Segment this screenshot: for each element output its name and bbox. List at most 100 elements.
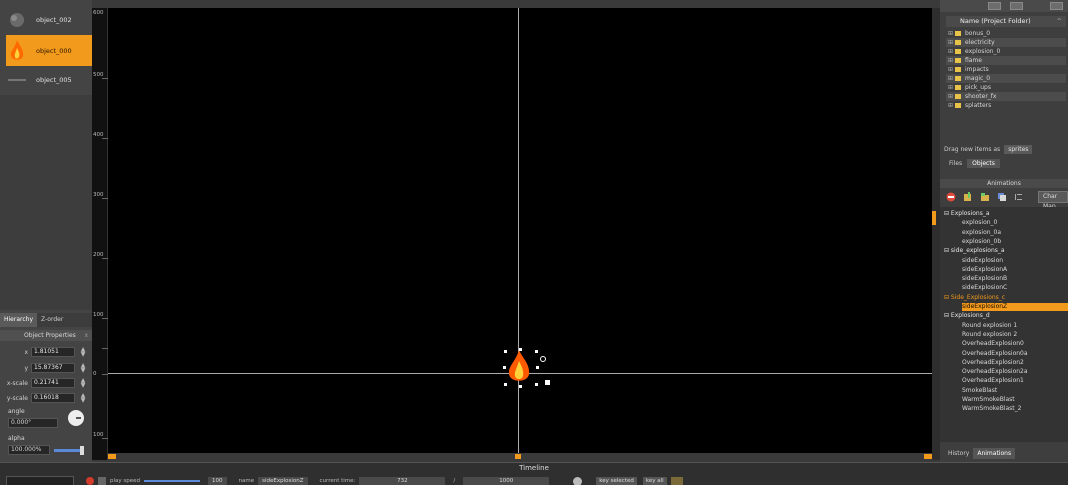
pivot-handle[interactable] — [545, 380, 550, 385]
selection-handle[interactable] — [535, 350, 538, 353]
tab-history[interactable]: History — [948, 450, 970, 457]
scrollbar-thumb[interactable] — [108, 454, 116, 459]
folder-item[interactable]: ⊞ shooter_fx — [946, 92, 1066, 101]
spinner-icon[interactable]: ▲ ▼ — [80, 392, 86, 404]
folder-item[interactable]: ⊞ impacts — [946, 65, 1066, 74]
animation-item[interactable]: OverheadExplosion1 — [962, 377, 1024, 385]
prop-xscale-field[interactable]: 0.21741 — [31, 378, 75, 388]
selection-handle[interactable] — [535, 383, 538, 386]
expand-icon[interactable]: ⊞ — [948, 39, 954, 46]
duplicate-icon[interactable] — [995, 190, 1008, 203]
list-icon[interactable] — [1012, 190, 1025, 203]
object-item-005[interactable]: object_005 — [6, 66, 92, 94]
folder-item[interactable]: ⊞ bonus_0 — [946, 29, 1066, 38]
folder-item[interactable]: ⊞ magic_0 — [946, 74, 1066, 83]
expand-icon[interactable]: ⊞ — [948, 48, 954, 55]
add-folder-icon[interactable] — [978, 190, 991, 203]
play-speed-field[interactable]: 100 — [208, 477, 227, 485]
expand-icon[interactable]: ⊞ — [948, 30, 954, 37]
toolbar-button[interactable] — [1050, 2, 1063, 10]
expand-icon[interactable]: ⊞ — [948, 102, 954, 109]
animation-item[interactable]: sideExplosionZ — [962, 303, 1068, 311]
animation-item[interactable]: explosion_0b — [962, 237, 1002, 245]
spinner-icon[interactable]: ▲ ▼ — [80, 346, 86, 358]
tab-objects[interactable]: Objects — [967, 159, 1000, 168]
total-time-field[interactable]: 1000 — [463, 477, 550, 485]
folder-item[interactable]: ⊞ explosion_0 — [946, 47, 1066, 56]
prop-alpha-field[interactable]: 100.000% — [8, 445, 50, 455]
play-speed-slider[interactable] — [144, 480, 201, 482]
animation-item[interactable]: explosion_0a — [962, 228, 1002, 236]
char-map-button[interactable]: Char Map — [1038, 191, 1068, 210]
object-item-002[interactable]: object_002 — [6, 6, 92, 34]
selection-handle[interactable] — [503, 366, 506, 369]
toolbar-button[interactable] — [988, 2, 1001, 10]
selection-handle[interactable] — [519, 348, 522, 351]
selection-handle[interactable] — [504, 350, 507, 353]
prop-yscale-field[interactable]: 0.16018 — [31, 393, 75, 403]
animation-item[interactable]: sideExplosion — [962, 256, 1004, 264]
spinner-icon[interactable]: ▲ ▼ — [80, 377, 86, 389]
prop-x-field[interactable]: 1.81051 — [31, 347, 75, 357]
selection-handle[interactable] — [536, 366, 539, 369]
animation-group[interactable]: ⊟ side_explosions_a — [944, 247, 1005, 255]
canvas-vertical-scrollbar[interactable] — [932, 8, 940, 460]
current-time-field[interactable]: 732 — [359, 477, 446, 485]
folder-item[interactable]: ⊞ splatters — [946, 101, 1066, 110]
expand-icon[interactable]: ⊞ — [948, 84, 954, 91]
prop-angle-field[interactable]: 0.000° — [8, 418, 58, 428]
loop-icon[interactable] — [98, 477, 106, 485]
folder-item[interactable]: ⊞ pick_ups — [946, 83, 1066, 92]
record-icon[interactable] — [86, 477, 94, 485]
tab-hierarchy[interactable]: Hierarchy — [0, 313, 38, 327]
key-selected-button[interactable]: key selected — [596, 477, 637, 485]
tab-z-order[interactable]: Z-order — [41, 316, 64, 323]
animation-item[interactable]: WarmSmokeBlast — [962, 396, 1015, 403]
key-all-button[interactable]: key all — [642, 477, 667, 485]
scene-canvas[interactable] — [108, 8, 932, 460]
expand-icon[interactable]: ⊞ — [948, 75, 954, 82]
folder-item[interactable]: ⊞ electricity — [946, 38, 1066, 47]
object-item-000[interactable]: object_000 — [6, 35, 92, 66]
scrollbar-thumb[interactable] — [932, 211, 936, 225]
add-animation-icon[interactable] — [961, 190, 974, 203]
expand-icon[interactable]: ⊞ — [948, 66, 954, 73]
animation-item[interactable]: Round explosion 2 — [962, 330, 1018, 338]
prop-y-field[interactable]: 15.87367 — [31, 363, 75, 373]
drag-mode-select[interactable]: sprites — [1004, 145, 1033, 154]
scrollbar-thumb[interactable] — [924, 454, 932, 459]
tab-files[interactable]: Files — [949, 160, 963, 167]
animation-item[interactable]: OverheadExplosion0 — [962, 340, 1024, 348]
animation-item[interactable]: sideExplosionC — [962, 284, 1008, 292]
selection-handle[interactable] — [519, 385, 522, 388]
animation-item[interactable]: Round explosion 1 — [962, 321, 1018, 329]
settings-gear-icon[interactable] — [573, 476, 583, 485]
animation-item[interactable]: explosion_0 — [962, 219, 998, 227]
animation-item[interactable]: OverheadExplosion2 — [962, 358, 1024, 366]
animation-group[interactable]: ⊟ Explosions_a — [944, 210, 990, 217]
animation-item[interactable]: WarmSmokeBlast_2 — [962, 405, 1022, 413]
angle-dial-icon[interactable] — [68, 410, 84, 426]
delete-icon[interactable] — [944, 190, 957, 203]
animation-item[interactable]: sideExplosionB — [962, 275, 1008, 283]
toolbar-button[interactable] — [1010, 2, 1023, 10]
alpha-slider[interactable] — [54, 446, 84, 455]
film-strip-icon[interactable] — [670, 477, 683, 485]
close-icon[interactable]: x — [84, 332, 88, 339]
flame-sprite[interactable] — [506, 348, 532, 386]
canvas-horizontal-scrollbar[interactable] — [108, 453, 932, 460]
folder-item[interactable]: ⊞ flame — [946, 56, 1066, 65]
name-field[interactable]: sideExplosionZ — [258, 477, 308, 485]
expand-icon[interactable]: ⊞ — [948, 93, 954, 100]
selection-handle[interactable] — [504, 383, 507, 386]
animation-item[interactable]: OverheadExplosion0a — [962, 349, 1028, 357]
animation-item[interactable]: OverheadExplosion2a — [962, 368, 1028, 376]
spinner-icon[interactable]: ▲ ▼ — [80, 362, 86, 374]
animation-item[interactable]: SmokeBlast — [962, 386, 998, 394]
play-button[interactable] — [6, 476, 74, 485]
animation-group[interactable]: ⊟ Side_Explosions_c — [944, 293, 1006, 301]
animation-item[interactable]: sideExplosionA — [962, 265, 1008, 273]
rotate-handle-icon[interactable] — [540, 356, 546, 362]
project-tree-header[interactable]: Name (Project Folder) ^ — [946, 16, 1066, 27]
sort-arrow-icon[interactable]: ^ — [1056, 17, 1062, 25]
